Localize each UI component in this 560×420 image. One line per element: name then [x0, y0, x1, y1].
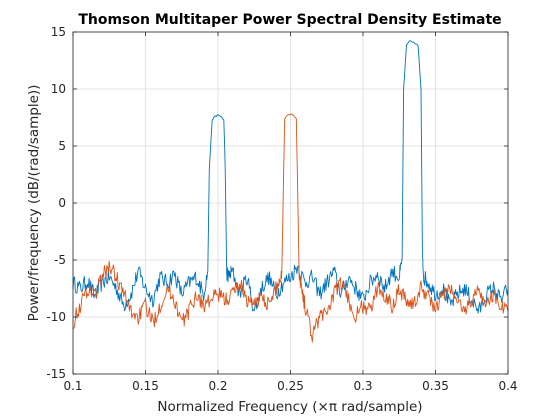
y-tick-label: 5	[58, 139, 66, 153]
y-tick-label: -10	[46, 310, 66, 324]
x-tick-label: 0.3	[353, 379, 372, 393]
psd-series-line-1	[72, 40, 509, 314]
y-tick-label: 15	[51, 25, 66, 39]
y-tick-label: -15	[46, 367, 66, 381]
y-tick-label: 0	[58, 196, 66, 210]
x-tick-label: 0.15	[132, 379, 159, 393]
y-tick-labels: -15 -10 -5 0 5 10 15	[46, 25, 66, 381]
x-axis-label: Normalized Frequency (×π rad/sample)	[157, 399, 422, 415]
x-tick-label: 0.25	[277, 379, 304, 393]
x-tick-label: 0.1	[63, 379, 82, 393]
x-tick-label: 0.35	[422, 379, 449, 393]
y-axis-label: Power/frequency (dB/(rad/sample))	[26, 85, 42, 322]
chart-title: Thomson Multitaper Power Spectral Densit…	[78, 12, 501, 28]
x-tick-labels: 0.1 0.15 0.2 0.25 0.3 0.35 0.4	[63, 379, 517, 393]
x-tick-label: 0.4	[498, 379, 517, 393]
x-tick-label: 0.2	[208, 379, 227, 393]
y-tick-label: -5	[54, 253, 66, 267]
y-tick-label: 10	[51, 82, 66, 96]
series-layer	[72, 40, 509, 343]
psd-series-line-2	[72, 113, 509, 343]
tick-marks	[72, 31, 509, 375]
